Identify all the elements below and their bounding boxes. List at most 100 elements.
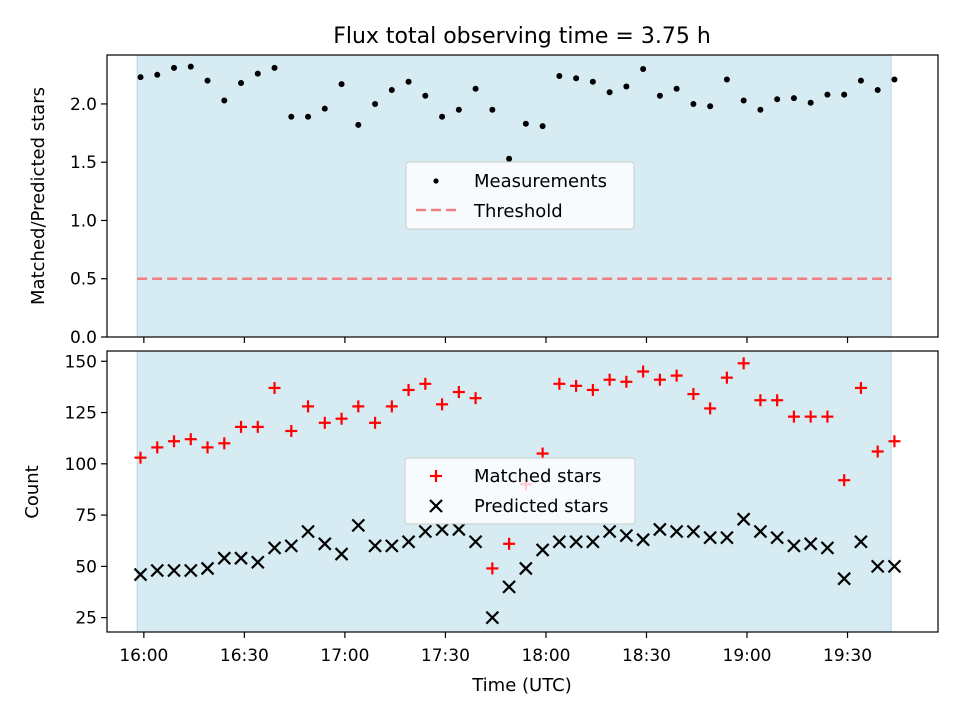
predicted-point: [854, 534, 868, 549]
legend-marker-matched: [430, 470, 442, 482]
measurement-point: [338, 81, 345, 88]
matched-point: [302, 400, 315, 413]
matched-point: [871, 445, 884, 458]
measurement-point: [405, 78, 412, 85]
measurement-point: [774, 96, 781, 103]
legend-label-threshold: Threshold: [473, 201, 563, 222]
predicted-point: [485, 610, 500, 625]
measurement-point: [740, 97, 747, 104]
bottom-y-axis-label: Count: [22, 465, 43, 518]
matched-point: [318, 416, 331, 429]
measurement-point: [573, 75, 580, 82]
measurement-point: [522, 120, 529, 127]
measurement-point: [388, 86, 395, 93]
measurement-point: [857, 77, 864, 84]
predicted-point: [519, 561, 533, 576]
predicted-point: [703, 530, 717, 545]
matched-point: [603, 373, 616, 386]
measurement-points: [137, 63, 898, 162]
y-tick-label: 0.0: [70, 328, 97, 348]
legend-label-matched: Matched stars: [474, 466, 601, 487]
predicted-point: [150, 563, 165, 578]
matched-point: [285, 424, 298, 437]
matched-point: [787, 410, 800, 423]
y-tick-label: 1.5: [70, 153, 97, 173]
predicted-point: [720, 530, 734, 545]
matched-point: [385, 400, 398, 413]
predicted-point: [318, 537, 332, 551]
predicted-points: [133, 512, 902, 625]
matched-point: [402, 383, 415, 396]
measurement-point: [187, 63, 194, 70]
predicted-point: [133, 567, 148, 582]
predicted-point: [803, 537, 818, 551]
measurement-point: [455, 106, 462, 113]
matched-point: [821, 410, 834, 423]
x-tick-label: 16:00: [119, 646, 168, 666]
measurement-point: [891, 76, 898, 83]
matched-point: [251, 420, 264, 433]
bottom-panel: 25 50 75 100 125 150 16:00 16:30 17:00 17:30 18:0…: [22, 350, 939, 696]
matched-point: [553, 377, 566, 390]
x-tick-label: 18:30: [622, 646, 671, 666]
legend-label-measurements: Measurements: [474, 171, 607, 192]
predicted-point: [183, 563, 198, 578]
y-tick-label: 150: [65, 352, 97, 372]
measurement-point: [824, 91, 831, 98]
matched-point: [184, 433, 197, 446]
measurement-point: [221, 97, 228, 104]
y-tick-label: 50: [75, 557, 97, 577]
predicted-point: [669, 524, 684, 539]
predicted-point: [586, 534, 600, 549]
measurement-point: [673, 85, 680, 92]
matched-point: [352, 400, 365, 413]
predicted-point: [435, 522, 449, 537]
measurement-point: [171, 64, 178, 71]
predicted-point: [468, 534, 483, 549]
top-y-axis: 0.0 0.5 1.0 1.5 2.0: [70, 95, 107, 348]
measurement-point: [656, 92, 663, 99]
predicted-point: [267, 541, 282, 555]
matched-point: [436, 398, 449, 411]
measurement-point: [623, 83, 630, 90]
bottom-x-axis: 16:00 16:30 17:00 17:30 18:00 18:30 19:00 19:30: [119, 632, 872, 666]
top-y-axis-label: Matched/Predicted stars: [28, 87, 49, 305]
measurement-point: [422, 92, 429, 99]
bottom-legend: Matched stars Predicted stars: [404, 457, 636, 525]
matched-point: [704, 402, 717, 415]
measurement-point: [305, 113, 312, 120]
top-x-ticks: [143, 337, 849, 343]
y-tick-label: 100: [65, 455, 97, 475]
measurement-point: [723, 76, 730, 83]
legend-label-predicted: Predicted stars: [474, 496, 608, 517]
x-tick-label: 17:00: [320, 646, 369, 666]
top-axes-frame: [106, 54, 939, 338]
predicted-point: [820, 541, 835, 555]
measurement-point: [640, 65, 647, 72]
matched-point: [804, 410, 817, 423]
predicted-point: [502, 580, 516, 594]
predicted-point: [351, 518, 366, 533]
measurement-point: [757, 106, 764, 113]
measurement-point: [506, 155, 513, 162]
predicted-point: [234, 551, 248, 565]
matched-point: [452, 386, 465, 399]
matched-point: [235, 420, 248, 433]
matched-point: [268, 381, 281, 394]
predicted-point: [167, 563, 181, 578]
predicted-point: [870, 559, 885, 574]
matched-point: [687, 388, 700, 401]
y-tick-label: 0.5: [70, 270, 97, 290]
matched-point: [720, 371, 733, 384]
matched-point: [168, 435, 181, 448]
legend-marker-predicted: [429, 499, 443, 513]
measurement-point: [472, 85, 479, 92]
x-tick-label: 16:30: [220, 646, 269, 666]
x-axis-label: Time (UTC): [471, 675, 572, 696]
predicted-point: [284, 539, 299, 553]
predicted-point: [619, 528, 634, 543]
matched-point: [888, 435, 901, 448]
predicted-point: [569, 534, 583, 549]
predicted-point: [535, 543, 550, 557]
